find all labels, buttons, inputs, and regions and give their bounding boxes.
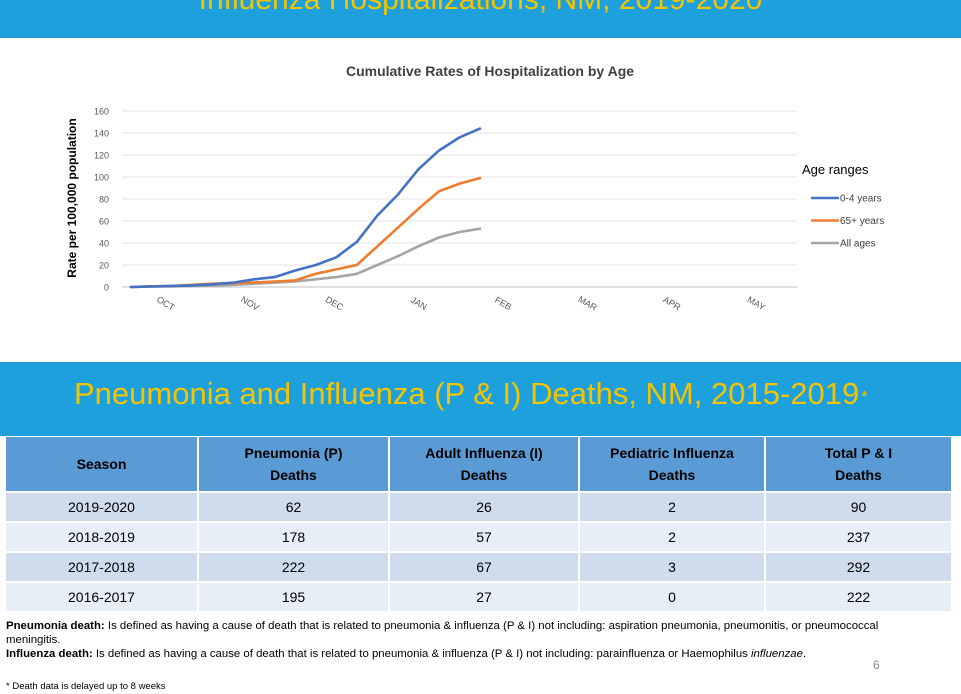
table-row: 2018-2019 178 57 2 237 bbox=[6, 522, 953, 553]
y-tick-label: 140 bbox=[94, 129, 109, 139]
x-tick-label: APR bbox=[661, 294, 682, 312]
y-tick-label: 120 bbox=[94, 151, 109, 161]
series-line-1 bbox=[129, 127, 482, 289]
chart-title: Cumulative Rates of Hospitalization by A… bbox=[346, 63, 634, 79]
cell-season: 2017-2018 bbox=[6, 552, 199, 583]
table-row: 2016-2017 195 27 0 222 bbox=[6, 582, 953, 613]
cell-pediatric-influenza: 0 bbox=[579, 582, 766, 613]
legend-label: 0-4 years bbox=[840, 194, 882, 205]
x-tick-label: DEC bbox=[324, 294, 346, 312]
y-tick-label: 20 bbox=[99, 261, 109, 271]
cell-adult-influenza: 26 bbox=[389, 492, 580, 523]
cell-adult-influenza: 57 bbox=[389, 522, 580, 553]
pneumonia-definition: Pneumonia death: Is defined as having a … bbox=[6, 620, 879, 646]
cell-pneumonia: 62 bbox=[198, 492, 390, 523]
header-adult-influenza-deaths: Adult Influenza (I) Deaths bbox=[389, 437, 580, 493]
cell-season: 2016-2017 bbox=[6, 582, 199, 613]
cell-adult-influenza: 27 bbox=[389, 582, 580, 613]
cell-adult-influenza: 67 bbox=[389, 552, 580, 583]
hospitalization-chart: Cumulative Rates of Hospitalization by A… bbox=[65, 63, 884, 313]
table-row: 2017-2018 222 67 3 292 bbox=[6, 552, 953, 583]
x-tick-label: FEB bbox=[493, 295, 513, 312]
header-pediatric-influenza-deaths: Pediatric Influenza Deaths bbox=[579, 437, 766, 493]
x-tick-label: OCT bbox=[155, 294, 177, 312]
legend-label: 65+ years bbox=[840, 216, 884, 227]
x-tick-label: NOV bbox=[239, 294, 261, 312]
section-title-text: Pneumonia and Influenza (P & I) Deaths, … bbox=[74, 376, 860, 411]
cell-pneumonia: 195 bbox=[198, 582, 390, 613]
header-total-deaths: Total P & I Deaths bbox=[765, 437, 953, 493]
section-band: Pneumonia and Influenza (P & I) Deaths, … bbox=[0, 362, 961, 436]
header-band: Influenza Hospitalizations, NM, 2019-202… bbox=[0, 0, 961, 38]
series-lines bbox=[129, 127, 482, 289]
legend-label: All ages bbox=[840, 239, 876, 250]
header-season: Season bbox=[6, 437, 199, 493]
table-row: 2019-2020 62 26 2 90 bbox=[6, 492, 953, 523]
cell-total: 292 bbox=[765, 552, 953, 583]
page-title: Influenza Hospitalizations, NM, 2019-202… bbox=[0, 0, 961, 17]
y-axis-label: Rate per 100,000 population bbox=[65, 118, 79, 277]
cell-total: 237 bbox=[765, 522, 953, 553]
deaths-table: Season Pneumonia (P) Deaths Adult Influen… bbox=[6, 437, 953, 613]
x-tick-label: MAY bbox=[746, 294, 767, 312]
y-tick-label: 100 bbox=[94, 173, 109, 183]
x-tick-label: MAR bbox=[576, 294, 599, 313]
y-tick-label: 60 bbox=[99, 217, 109, 227]
y-tick-label: 40 bbox=[99, 239, 109, 249]
table-header-row: Season Pneumonia (P) Deaths Adult Influen… bbox=[6, 437, 953, 493]
y-tick-labels: 0 20 40 60 80 100 120 140 160 bbox=[94, 107, 109, 293]
cell-pediatric-influenza: 3 bbox=[579, 552, 766, 583]
cell-total: 90 bbox=[765, 492, 953, 523]
y-tick-label: 80 bbox=[99, 195, 109, 205]
legend: 0-4 years 65+ years All ages bbox=[811, 194, 884, 250]
cell-season: 2019-2020 bbox=[6, 492, 199, 523]
cell-season: 2018-2019 bbox=[6, 522, 199, 553]
header-pneumonia-deaths: Pneumonia (P) Deaths bbox=[198, 437, 390, 493]
cell-total: 222 bbox=[765, 582, 953, 613]
section-title: Pneumonia and Influenza (P & I) Deaths, … bbox=[74, 376, 867, 412]
section-title-asterisk: * bbox=[861, 389, 868, 406]
y-tick-label: 0 bbox=[104, 283, 109, 293]
definitions: Pneumonia death: Is defined as having a … bbox=[6, 619, 916, 661]
x-tick-label: JAN bbox=[409, 295, 429, 312]
influenza-definition: Influenza death: Is defined as having a … bbox=[6, 648, 807, 660]
x-tick-labels: OCT NOV DEC JAN FEB MAR APR MAY bbox=[155, 294, 767, 313]
footnote: * Death data is delayed up to 8 weeks bbox=[6, 681, 166, 692]
cell-pediatric-influenza: 2 bbox=[579, 492, 766, 523]
cell-pediatric-influenza: 2 bbox=[579, 522, 766, 553]
legend-title: Age ranges bbox=[802, 162, 869, 177]
series-line-2 bbox=[129, 176, 482, 289]
y-tick-label: 160 bbox=[94, 107, 109, 117]
gridlines bbox=[122, 110, 797, 288]
page-number: 6 bbox=[873, 658, 880, 672]
cell-pneumonia: 178 bbox=[198, 522, 390, 553]
cell-pneumonia: 222 bbox=[198, 552, 390, 583]
